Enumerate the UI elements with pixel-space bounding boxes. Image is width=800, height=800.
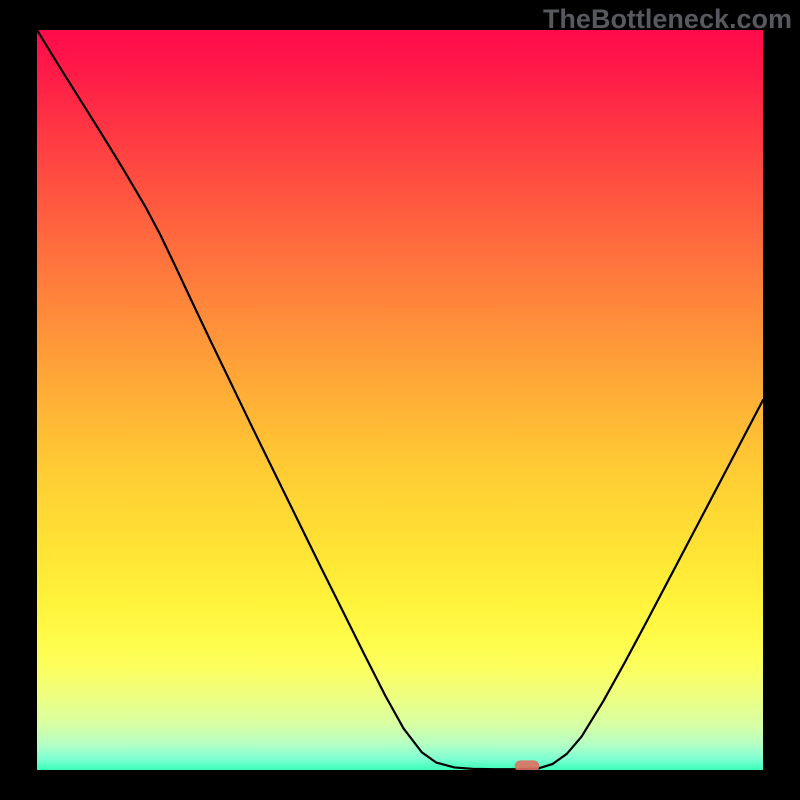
plot-area xyxy=(37,30,763,770)
optimum-marker xyxy=(515,760,540,770)
gradient-background xyxy=(37,30,763,770)
bottleneck-chart xyxy=(37,30,763,770)
chart-frame: TheBottleneck.com xyxy=(0,0,800,800)
watermark-text: TheBottleneck.com xyxy=(543,4,792,35)
